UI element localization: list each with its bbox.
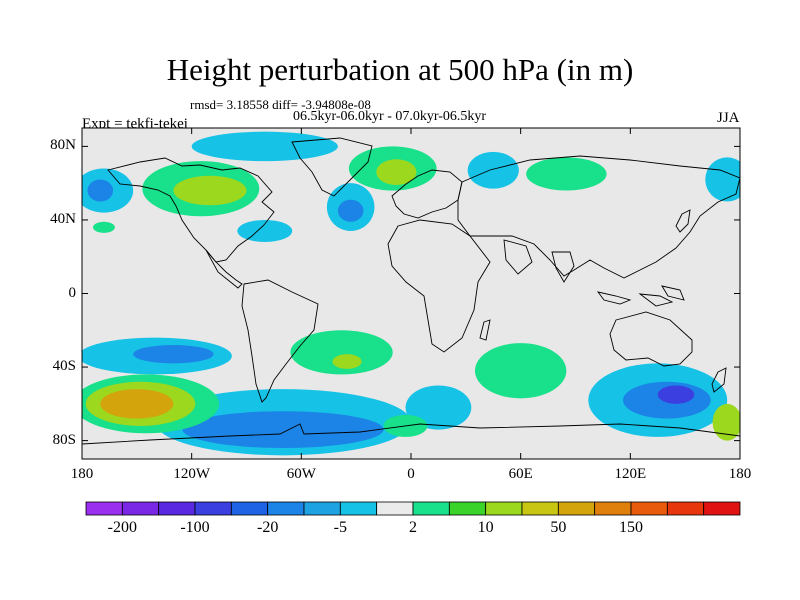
anomaly-siberia-negative <box>467 151 519 189</box>
lon-label: 0 <box>407 466 415 482</box>
colorbar-swatch <box>630 501 668 516</box>
lat-label: 0 <box>68 284 77 301</box>
colorbar-swatch <box>267 501 305 516</box>
colorbar-swatch <box>521 501 559 516</box>
lon-label: 120E <box>614 466 647 482</box>
colorbar-label: -200 <box>107 519 137 536</box>
colorbar-swatch <box>85 501 123 516</box>
lat-label: 80N <box>50 137 76 154</box>
colorbar-label: 150 <box>619 519 643 536</box>
colorbar-swatch <box>194 501 232 516</box>
anomaly-southern-ocean-core <box>182 411 384 448</box>
colorbar-swatch <box>121 501 160 516</box>
lat-label: 40N <box>50 210 76 227</box>
lon-label: 120W <box>173 466 210 482</box>
anomaly-south-atlantic-positive <box>290 330 393 375</box>
anomaly-indian-ocean-positive <box>474 343 567 399</box>
colorbar-swatch <box>485 501 523 516</box>
lon-label: 60W <box>286 466 316 482</box>
coastlines <box>82 137 740 445</box>
period-line: 06.5kyr-06.0kyr - 07.0kyr-06.5kyr <box>293 109 487 124</box>
anomaly-australia-south-max <box>657 385 695 404</box>
plot-title: Height perturbation at 500 hPa (in m) <box>166 52 634 87</box>
colorbar-label: 10 <box>477 519 494 536</box>
anomaly-north-atlantic-core <box>337 199 364 222</box>
anomaly-europe-core <box>376 159 417 186</box>
colorbar-swatch <box>158 501 196 516</box>
lat-label: 40S <box>52 358 76 375</box>
stats-line: rmsd= 3.18558 diff= -3.94808e-08 <box>190 97 371 112</box>
lat-label: 80S <box>52 431 76 448</box>
anomaly-southeast-pacific-core <box>133 344 214 364</box>
colorbar-swatch <box>666 501 705 516</box>
anomaly-south-pacific-max <box>100 389 174 419</box>
lon-label: 180 <box>70 466 94 482</box>
anomaly-far-east-negative <box>705 157 740 202</box>
anomaly-arctic-negative <box>191 131 338 162</box>
colorbar <box>85 501 741 516</box>
anomaly-central-asia-positive <box>526 157 607 191</box>
colorbar-label: 50 <box>550 519 567 536</box>
colorbar-swatch <box>303 501 341 516</box>
colorbar-label: -100 <box>180 519 210 536</box>
anomaly-shading <box>82 131 740 456</box>
colorbar-swatch <box>594 501 632 516</box>
colorbar-swatch <box>339 501 378 516</box>
colorbar-swatch <box>448 501 487 516</box>
colorbar-label: -20 <box>256 519 279 536</box>
season-label: JJA <box>717 110 740 126</box>
colorbar-swatch <box>412 501 450 516</box>
colorbar-swatch <box>230 501 269 516</box>
anomaly-north-pacific-core <box>87 179 114 202</box>
anomaly-hawaii-positive <box>92 221 115 233</box>
anomaly-south-atlantic-core <box>332 354 362 369</box>
colorbar-swatch <box>376 501 414 516</box>
anomaly-south-atlantic-east-negative <box>405 385 472 430</box>
anomaly-north-america-core <box>173 175 247 206</box>
lon-label: 60E <box>508 466 533 482</box>
colorbar-label: -5 <box>333 519 347 536</box>
colorbar-label: 2 <box>409 519 417 536</box>
colorbar-swatch <box>703 501 741 516</box>
axis-ticks <box>81 128 741 459</box>
colorbar-swatch <box>557 501 596 516</box>
lon-label: 180 <box>728 466 752 482</box>
anomaly-ross-sea-positive <box>712 403 740 441</box>
